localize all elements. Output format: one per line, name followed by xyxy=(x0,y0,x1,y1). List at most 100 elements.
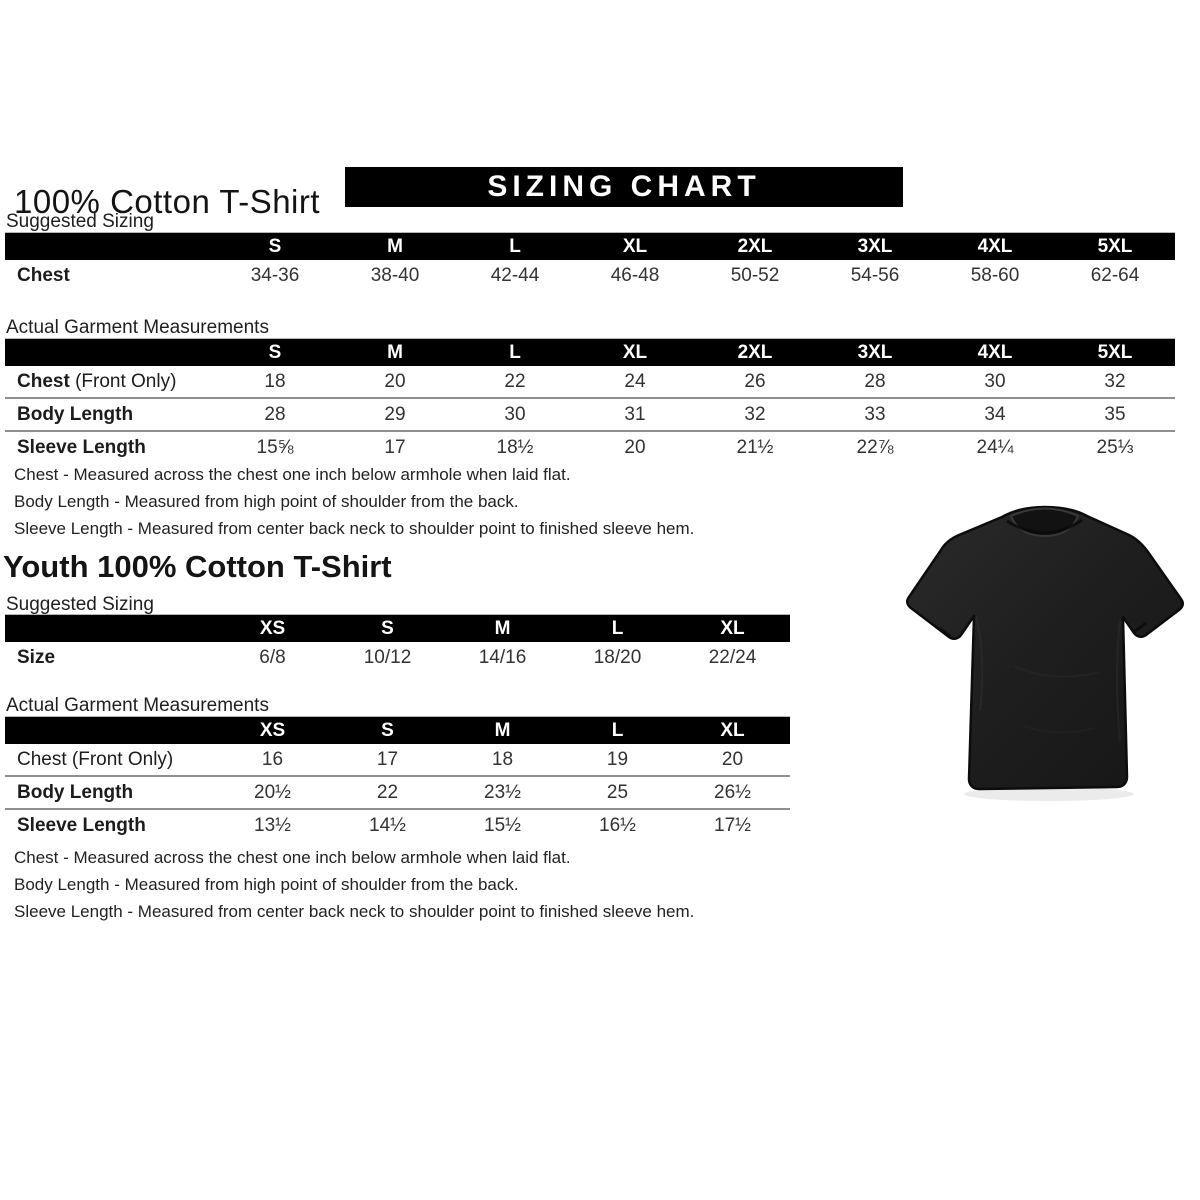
cell: 20 xyxy=(575,430,695,463)
cell: 14/16 xyxy=(478,646,527,668)
note-line: Body Length - Measured from high point o… xyxy=(14,492,519,511)
table-header-row: XS S M L XL xyxy=(5,614,790,642)
table-header-row: S M L XL 2XL 3XL 4XL 5XL xyxy=(5,232,1175,260)
column-header: S xyxy=(215,232,335,260)
cell: 18½ xyxy=(455,430,575,463)
cell: 30 xyxy=(455,397,575,431)
youth-actual-measurements-label: Actual Garment Measurements xyxy=(6,695,269,716)
cell: 42-44 xyxy=(490,264,540,286)
table-header-row: XS S M L XL xyxy=(5,716,790,744)
cell: 16 xyxy=(261,748,284,770)
column-header: 3XL xyxy=(815,232,935,260)
row-label: Sleeve Length xyxy=(5,430,215,463)
cell: 22⅞ xyxy=(815,430,935,463)
note-line: Body Length - Measured from high point o… xyxy=(14,875,519,894)
note-line: Sleeve Length - Measured from center bac… xyxy=(14,519,695,538)
cell: 19 xyxy=(606,748,629,770)
cell: 50-52 xyxy=(730,264,780,286)
column-header: L xyxy=(560,716,675,744)
row-label: Chest xyxy=(17,264,70,286)
cell: 32 xyxy=(1104,370,1126,392)
table-row: Sleeve Length 15⅝ 17 18½ 20 21½ 22⅞ 24¼ … xyxy=(5,430,1175,463)
column-header: S xyxy=(330,716,445,744)
cell: 16½ xyxy=(560,808,675,841)
cell: 21½ xyxy=(695,430,815,463)
row-label: Body Length xyxy=(5,397,215,431)
table-row: Size 6/8 10/12 14/16 18/20 22/24 xyxy=(5,642,790,673)
note-line: Chest - Measured across the chest one in… xyxy=(14,465,571,484)
youth-suggested-sizing-label: Suggested Sizing xyxy=(6,594,154,615)
column-header: 2XL xyxy=(695,338,815,366)
column-header: L xyxy=(455,232,575,260)
table-row: Body Length 20½ 22 23½ 25 26½ xyxy=(5,775,790,809)
youth-section-title: Youth 100% Cotton T-Shirt xyxy=(3,549,392,584)
cell: 46-48 xyxy=(610,264,660,286)
row-label: Body Length xyxy=(5,775,215,809)
column-header: XS xyxy=(215,716,330,744)
adult-suggested-sizing-label: Suggested Sizing xyxy=(6,211,154,232)
table-row: Sleeve Length 13½ 14½ 15½ 16½ 17½ xyxy=(5,808,790,841)
cell: 33 xyxy=(815,397,935,431)
cell: 17½ xyxy=(675,808,790,841)
table-row: Body Length 28 29 30 31 32 33 34 35 xyxy=(5,397,1175,431)
table-row: Chest (Front Only) 18 20 22 24 26 28 30 … xyxy=(5,366,1175,398)
adult-measurement-notes: Chest - Measured across the chest one in… xyxy=(14,461,694,542)
cell: 25⅓ xyxy=(1055,430,1175,463)
sizing-chart-banner-label: SIZING CHART xyxy=(487,170,761,203)
column-header: XL xyxy=(675,716,790,744)
cell: 26½ xyxy=(675,775,790,809)
youth-suggested-sizing-table: XS S M L XL Size 6/8 10/12 14/16 18/20 2… xyxy=(5,614,790,673)
cell: 14½ xyxy=(330,808,445,841)
column-header: L xyxy=(560,614,675,642)
tshirt-photo xyxy=(893,486,1195,821)
cell: 24 xyxy=(624,370,646,392)
adult-suggested-sizing-table: S M L XL 2XL 3XL 4XL 5XL Chest 34-36 38-… xyxy=(5,232,1175,291)
cell: 20 xyxy=(384,370,406,392)
row-label: Sleeve Length xyxy=(5,808,215,841)
cell: 22 xyxy=(330,775,445,809)
column-header: S xyxy=(330,614,445,642)
cell: 22 xyxy=(504,370,526,392)
row-label: Chest (Front Only) xyxy=(17,370,177,392)
column-header: M xyxy=(445,716,560,744)
cell: 23½ xyxy=(445,775,560,809)
column-header: 3XL xyxy=(815,338,935,366)
column-header: M xyxy=(335,232,455,260)
cell: 17 xyxy=(335,430,455,463)
corner-cell xyxy=(5,232,215,260)
column-header: 2XL xyxy=(695,232,815,260)
cell: 38-40 xyxy=(370,264,420,286)
table-row: Chest (Front Only) 16 17 18 19 20 xyxy=(5,744,790,776)
sizing-chart-banner: SIZING CHART xyxy=(345,167,903,207)
cell: 30 xyxy=(984,370,1006,392)
cell: 18 xyxy=(491,748,514,770)
note-line: Sleeve Length - Measured from center bac… xyxy=(14,902,695,921)
column-header: M xyxy=(445,614,560,642)
column-header: XS xyxy=(215,614,330,642)
table-row: Chest 34-36 38-40 42-44 46-48 50-52 54-5… xyxy=(5,260,1175,291)
cell: 15½ xyxy=(445,808,560,841)
cell: 13½ xyxy=(215,808,330,841)
corner-cell xyxy=(5,614,215,642)
column-header: S xyxy=(215,338,335,366)
page-title: 100% Cotton T-Shirt xyxy=(14,183,321,221)
cell: 15⅝ xyxy=(215,430,335,463)
cell: 54-56 xyxy=(850,264,900,286)
youth-measurement-notes: Chest - Measured across the chest one in… xyxy=(14,844,694,925)
cell: 28 xyxy=(215,397,335,431)
row-label: Size xyxy=(17,646,56,668)
cell: 18 xyxy=(264,370,286,392)
column-header: XL xyxy=(575,338,695,366)
row-label: Chest (Front Only) xyxy=(17,748,174,770)
cell: 34-36 xyxy=(250,264,300,286)
cell: 35 xyxy=(1055,397,1175,431)
column-header: 5XL xyxy=(1055,232,1175,260)
column-header: XL xyxy=(575,232,695,260)
column-header: 4XL xyxy=(935,338,1055,366)
corner-cell xyxy=(5,716,215,744)
cell: 58-60 xyxy=(970,264,1020,286)
column-header: L xyxy=(455,338,575,366)
cell: 6/8 xyxy=(259,646,286,668)
column-header: XL xyxy=(675,614,790,642)
